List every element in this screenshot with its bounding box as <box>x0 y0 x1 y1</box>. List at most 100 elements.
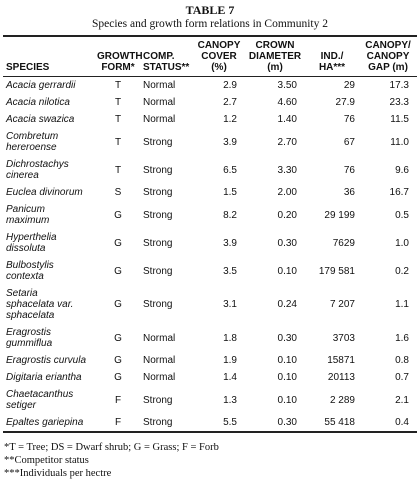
crown-diameter-cell: 3.30 <box>277 164 297 176</box>
table-row: Euclea divinorum S Strong 1.5 2.00 36 16.7 <box>3 184 417 201</box>
canopy-gap-cell: 1.6 <box>395 332 409 344</box>
footnote: **Competitor status <box>4 455 89 466</box>
species-cell: Combretum hereroense <box>6 131 59 153</box>
footnotes: *T = Tree; DS = Dwarf shrub; G = Grass; … <box>4 441 420 480</box>
growth-form-cell: G <box>114 299 122 310</box>
comp-status-cell: Normal <box>143 355 176 366</box>
comp-status-cell: Strong <box>143 164 173 176</box>
canopy-gap-cell: 11.5 <box>390 114 409 125</box>
canopy-gap-cell: 23.3 <box>389 97 409 108</box>
column-header: SPECIES <box>6 62 50 73</box>
individuals-per-ha-cell: 15871 <box>327 355 355 366</box>
canopy-gap-cell: 17.3 <box>389 80 409 91</box>
table-row: Acacia gerrardii T Normal 2.9 3.50 29 17.3 <box>3 77 417 95</box>
canopy-cover-cell: 6.5 <box>223 164 237 176</box>
growth-form-cell: G <box>114 332 122 344</box>
crown-diameter-cell: 0.30 <box>277 237 297 249</box>
individuals-per-ha-cell: 29 <box>343 80 355 91</box>
table-row: Combretum hereroense T Strong 3.9 2.70 67 11.0 <box>3 128 417 156</box>
canopy-gap-cell: 1.0 <box>395 237 409 249</box>
species-cell: Eragrostis curvula <box>6 355 87 366</box>
canopy-cover-cell: 1.9 <box>223 355 237 366</box>
individuals-per-ha-cell: 3703 <box>332 332 355 344</box>
table-row: Setaria sphacelata var. sphacelata G Stron… <box>3 285 417 324</box>
table-row: Epaltes gariepina F Strong 5.5 0.30 55 418 0.4 <box>3 414 417 432</box>
species-cell: Acacia swazica <box>6 114 75 125</box>
crown-diameter-cell: 0.10 <box>277 265 297 277</box>
individuals-per-ha-cell: 67 <box>343 136 355 148</box>
growth-form-cell: T <box>114 80 122 91</box>
canopy-gap-cell: 0.7 <box>395 372 409 383</box>
table-row: Hyperthelia dissoluta G Strong 3.9 0.30 7629 1… <box>3 229 417 257</box>
species-cell: Acacia nilotica <box>6 97 70 108</box>
comp-status-cell: Strong <box>143 417 173 428</box>
individuals-per-ha-cell: 2 289 <box>329 394 355 406</box>
column-header: GROWTH FORM* <box>97 51 143 73</box>
table-row: Digitaria eriantha G Normal 1.4 0.10 20113 0.7 <box>3 369 417 386</box>
crown-diameter-cell: 2.00 <box>277 187 297 198</box>
growth-form-cell: G <box>114 355 122 366</box>
individuals-per-ha-cell: 36 <box>343 187 355 198</box>
species-cell: Bulbostylis contexta <box>6 260 54 282</box>
canopy-gap-cell: 16.7 <box>389 187 409 198</box>
column-header: CANOPY/ CANOPY GAP (m) <box>365 40 411 73</box>
column-header: COMP. STATUS** <box>143 51 190 73</box>
growth-form-cell: T <box>114 97 122 108</box>
species-cell: Panicum maximum <box>6 204 50 226</box>
table-title: TABLE 7 <box>185 3 235 17</box>
canopy-gap-cell: 1.1 <box>395 299 409 310</box>
table-row: Dichrostachys cinerea T Strong 6.5 3.30 76 9.6 <box>3 156 417 184</box>
growth-form-cell: F <box>114 394 122 406</box>
canopy-cover-cell: 3.9 <box>223 237 237 249</box>
growth-form-cell: S <box>114 187 122 198</box>
comp-status-cell: Strong <box>143 237 173 249</box>
canopy-cover-cell: 3.9 <box>223 136 237 148</box>
canopy-gap-cell: 0.4 <box>395 417 409 428</box>
canopy-gap-cell: 11.0 <box>390 136 409 148</box>
growth-form-cell: G <box>114 209 122 221</box>
comp-status-cell: Normal <box>143 80 176 91</box>
canopy-cover-cell: 2.9 <box>223 80 237 91</box>
canopy-cover-cell: 1.4 <box>223 372 237 383</box>
crown-diameter-cell: 0.20 <box>277 209 297 221</box>
table-row: Acacia nilotica T Normal 2.7 4.60 27.9 23.3 <box>3 94 417 111</box>
crown-diameter-cell: 0.10 <box>277 372 297 383</box>
footnote: ***Individuals per hectre <box>4 468 112 479</box>
canopy-cover-cell: 8.2 <box>223 209 237 221</box>
comp-status-cell: Strong <box>143 136 173 148</box>
table-row: Chaetacanthus setiger F Strong 1.3 0.10 2 289… <box>3 386 417 414</box>
individuals-per-ha-cell: 7629 <box>332 237 355 249</box>
table-row: Panicum maximum G Strong 8.2 0.20 29 199 0.5 <box>3 201 417 229</box>
species-cell: Euclea divinorum <box>6 187 83 198</box>
individuals-per-ha-cell: 55 418 <box>324 417 355 428</box>
table-subtitle: Species and growth form relations in Com… <box>91 18 329 30</box>
comp-status-cell: Strong <box>143 265 173 277</box>
individuals-per-ha-cell: 76 <box>343 164 355 176</box>
growth-form-cell: T <box>114 164 122 176</box>
table-row: Eragrostis curvula G Normal 1.9 0.10 15871 0.8 <box>3 352 417 369</box>
species-cell: Eragrostis gummiflua <box>6 327 53 349</box>
species-cell: Hyperthelia dissoluta <box>6 232 57 254</box>
crown-diameter-cell: 0.30 <box>277 332 297 344</box>
canopy-gap-cell: 0.8 <box>395 355 409 366</box>
species-cell: Acacia gerrardii <box>6 80 76 91</box>
canopy-cover-cell: 5.5 <box>223 417 237 428</box>
growth-form-cell: T <box>114 114 122 125</box>
column-header: IND./ HA*** <box>318 51 346 73</box>
canopy-cover-cell: 3.1 <box>223 299 237 310</box>
table-header: SPECIES GROWTH FORM* COMP. STATUS** CANOPY … <box>3 36 417 77</box>
crown-diameter-cell: 3.50 <box>277 80 297 91</box>
species-cell: Epaltes gariepina <box>6 417 84 428</box>
comp-status-cell: Normal <box>143 332 176 344</box>
crown-diameter-cell: 0.24 <box>277 299 297 310</box>
table-body: Acacia gerrardii T Normal 2.9 3.50 29 17.3 Acac… <box>3 77 417 432</box>
table-row: Eragrostis gummiflua G Normal 1.8 0.30 3703 1.… <box>3 324 417 352</box>
individuals-per-ha-cell: 7 207 <box>329 299 355 310</box>
comp-status-cell: Strong <box>143 209 173 221</box>
canopy-gap-cell: 0.2 <box>395 265 409 277</box>
crown-diameter-cell: 1.40 <box>277 114 297 125</box>
crown-diameter-cell: 2.70 <box>277 136 297 148</box>
individuals-per-ha-cell: 179 581 <box>318 265 355 277</box>
canopy-gap-cell: 2.1 <box>395 394 409 406</box>
column-header: CROWN DIAMETER (m) <box>248 40 302 73</box>
